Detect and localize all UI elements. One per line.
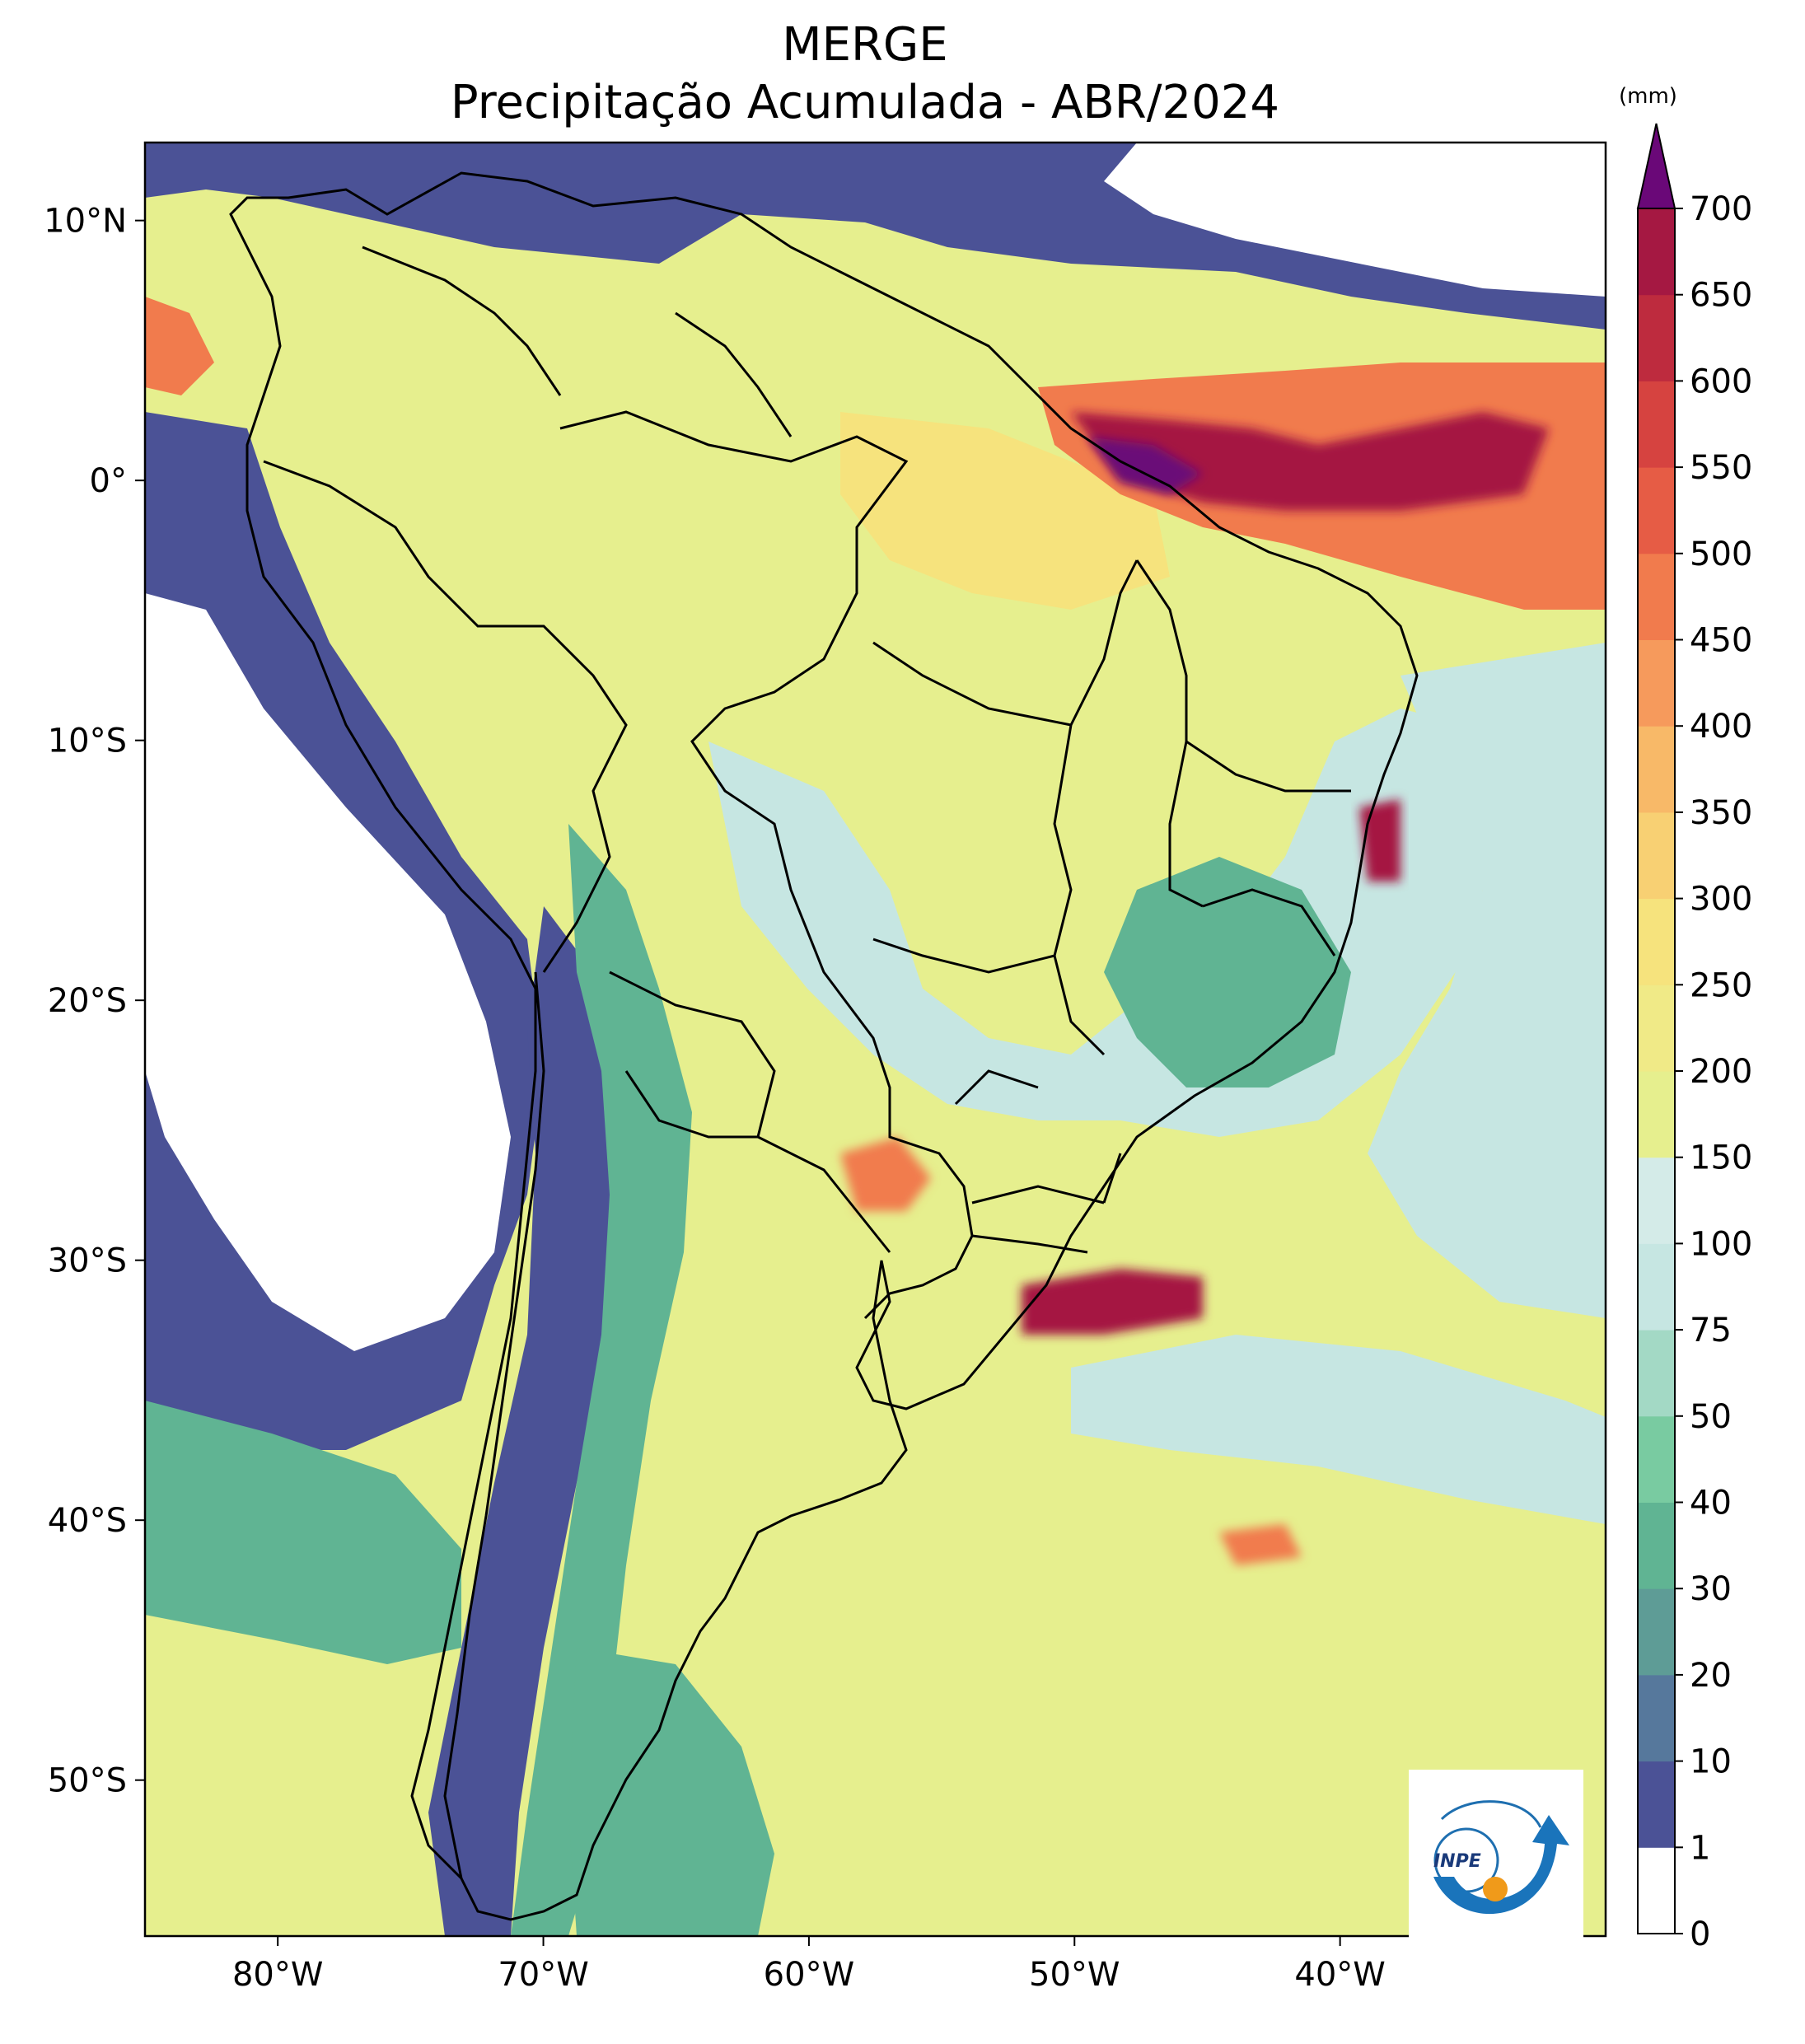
colorbar-segment [1638, 1415, 1675, 1503]
field-central-brazil-low [1104, 857, 1351, 1087]
colorbar-segment [1638, 812, 1675, 900]
lat-tick-label: 30°S [48, 1242, 127, 1280]
colorbar-extend-arrow [1636, 123, 1676, 209]
colorbar-tick-label: 500 [1690, 536, 1752, 573]
chart-title-line2: Precipitação Acumulada - ABR/2024 [450, 76, 1280, 129]
logo-sun [1483, 1877, 1508, 1901]
colorbar-segment [1638, 726, 1675, 813]
colorbar-segment [1638, 985, 1675, 1072]
colorbar-segment [1638, 208, 1675, 296]
field-rio-grande-do-sul-high [1022, 1269, 1203, 1335]
colorbar-tick-label: 650 [1690, 277, 1752, 315]
colorbar-tick-label: 400 [1690, 708, 1752, 746]
colorbar-tick-label: 40 [1690, 1485, 1732, 1522]
colorbar-tick-label: 20 [1690, 1657, 1732, 1695]
map-frame [143, 141, 1607, 1938]
colorbar-segment [1638, 1847, 1675, 1934]
field-atlantic-south-high [1219, 1524, 1302, 1565]
logo-text: INPE [1433, 1851, 1481, 1872]
colorbar-segment [1638, 1761, 1675, 1848]
colorbar-tick-label: 250 [1690, 966, 1752, 1004]
colorbar-tick-label: 200 [1690, 1053, 1752, 1091]
colorbar: 0 1 10 20 30 40 50 75 100 150 200 250 300 350 400 450 50… [1636, 123, 1752, 1953]
lon-tick-label: 40°W [1294, 1956, 1385, 1994]
colorbar-segment [1638, 1674, 1675, 1762]
latitude-ticks: 10°N 0° 10°S 20°S 30°S 40°S 50°S [44, 203, 145, 1800]
colorbar-tick-label: 600 [1690, 362, 1752, 400]
colorbar-tick-label: 450 [1690, 622, 1752, 660]
other-borders [263, 246, 891, 1253]
inpe-logo-graphic: INPE [1433, 1800, 1569, 1915]
colorbar-segment [1638, 1243, 1675, 1331]
field-colombia-high [145, 297, 214, 395]
lon-tick-label: 70°W [498, 1956, 588, 1994]
field-pacific-white [145, 593, 511, 1351]
field-patagonia-mid [568, 1648, 774, 1936]
colorbar-tick-label: 1 [1690, 1829, 1710, 1867]
lat-tick-label: 0° [90, 462, 127, 500]
field-paraguay-high [840, 1137, 931, 1211]
lon-tick-label: 80°W [232, 1956, 323, 1994]
colorbar-tick-label: 350 [1690, 794, 1752, 832]
chart-title-line1: MERGE [782, 18, 948, 72]
colorbar-segment [1638, 294, 1675, 381]
colorbar-tick-label: 50 [1690, 1398, 1732, 1436]
colorbar-segment [1638, 1588, 1675, 1676]
lat-tick-label: 10°N [44, 203, 127, 241]
colorbar-units: (mm) [1619, 84, 1677, 109]
south-america-coastline [229, 171, 1419, 1921]
colorbar-tick-label: 150 [1690, 1139, 1752, 1177]
logo-arrow [1433, 1815, 1569, 1915]
precipitation-field [145, 143, 1606, 1936]
colorbar-segment [1638, 1330, 1675, 1417]
borders [229, 171, 1419, 1921]
lat-tick-label: 20°S [48, 982, 127, 1020]
colorbar-tick-label: 300 [1690, 881, 1752, 919]
colorbar-tick-label: 75 [1690, 1312, 1732, 1349]
field-atlantic-mid [1368, 643, 1606, 1318]
lat-tick-label: 40°S [48, 1502, 127, 1540]
colorbar-segment [1638, 1502, 1675, 1589]
field-north-white [1104, 143, 1606, 297]
colorbar-segment [1638, 1157, 1675, 1244]
field-equatorial-peak [1087, 437, 1203, 494]
colorbar-segment [1638, 639, 1675, 727]
colorbar-tick-label: 30 [1690, 1570, 1732, 1608]
field-equatorial-extreme [1071, 412, 1549, 511]
field-atlantic-mid-south [1071, 1335, 1606, 1524]
colorbar-segment [1638, 381, 1675, 468]
colorbar-tick-label: 0 [1690, 1915, 1710, 1953]
field-pacific-mid [145, 1401, 461, 1664]
field-andes-low [428, 906, 626, 1936]
inpe-logo: INPE [1409, 1770, 1583, 1943]
lon-tick-label: 60°W [764, 1956, 854, 1994]
colorbar-tick-label: 700 [1690, 190, 1752, 228]
colorbar-tick-label: 10 [1690, 1743, 1732, 1781]
lat-tick-label: 10°S [48, 723, 127, 760]
colorbar-segment [1638, 553, 1675, 640]
field-amazon-high [840, 412, 1170, 610]
colorbar-segment [1638, 1071, 1675, 1158]
longitude-ticks: 80°W 70°W 60°W 50°W 40°W [232, 1936, 1386, 1994]
lat-tick-label: 50°S [48, 1762, 127, 1800]
brazil-state-borders [872, 559, 1351, 1254]
argentina-chile-border [443, 971, 545, 1879]
logo-orbit-arc [1440, 1800, 1542, 1828]
colorbar-tick-label: 550 [1690, 449, 1752, 487]
colorbar-tick-label: 100 [1690, 1225, 1752, 1263]
colorbar-segment [1638, 898, 1675, 985]
lon-tick-label: 50°W [1029, 1956, 1120, 1994]
brazil-border [559, 410, 974, 1320]
colorbar-segment [1638, 467, 1675, 554]
